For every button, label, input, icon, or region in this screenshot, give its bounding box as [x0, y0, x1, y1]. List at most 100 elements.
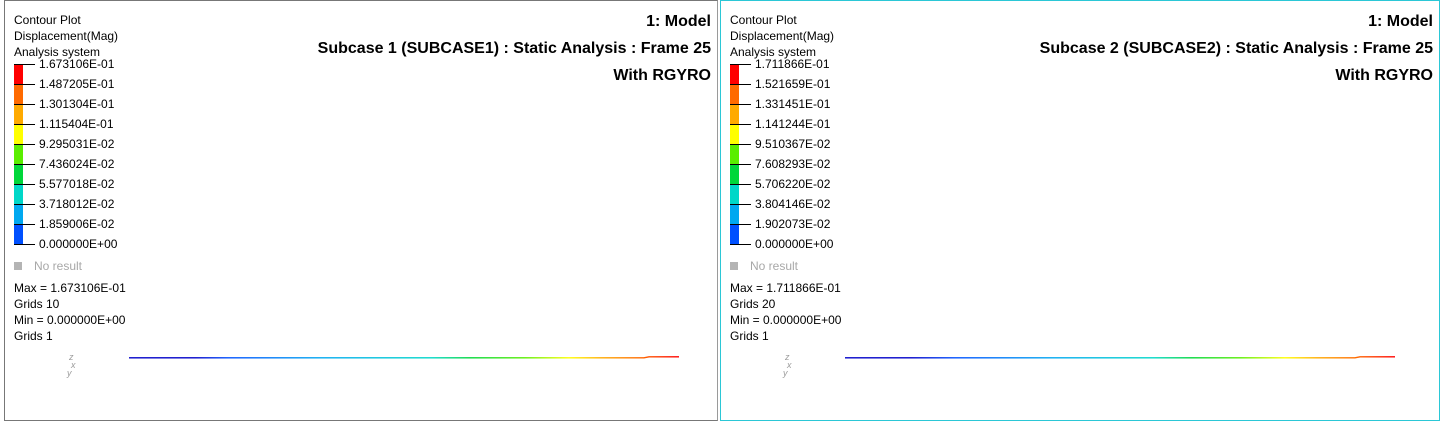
- legend-tick: [14, 124, 35, 125]
- triad-y: y: [67, 368, 72, 378]
- legend-tick: [14, 164, 35, 165]
- legend-tick: [14, 84, 35, 85]
- legend-color-swatch: [730, 165, 739, 184]
- legend-value: 1.141244E-01: [755, 117, 831, 131]
- legend-value: 7.608293E-02: [755, 157, 831, 171]
- min-grids: Grids 1: [730, 329, 769, 343]
- viewport-right[interactable]: Contour Plot Displacement(Mag) Analysis …: [720, 0, 1440, 421]
- model-title: 1: Model: [646, 13, 711, 30]
- triad-x: x: [71, 360, 76, 370]
- legend-color-swatch: [730, 105, 739, 124]
- legend-tick: [730, 64, 751, 65]
- axis-triad-icon: z x y: [67, 352, 76, 378]
- contour-legend[interactable]: 1.673106E-01 1.487205E-01 1.301304E-01 1.11…: [14, 57, 214, 251]
- legend-color-swatch: [730, 65, 739, 84]
- legend-entry: 0.000000E+00: [14, 237, 214, 251]
- legend-tick: [730, 204, 751, 205]
- legend-value: 1.301304E-01: [39, 97, 115, 111]
- result-stats: Max = 1.673106E-01 Grids 10 Min = 0.0000…: [14, 280, 126, 344]
- legend-entry: 5.577018E-02: [14, 177, 214, 204]
- legend-color-swatch: [14, 185, 23, 204]
- legend-entry: 1.711866E-01: [730, 57, 930, 84]
- axis-triad-icon: z x y: [783, 352, 792, 378]
- legend-color-swatch: [14, 85, 23, 104]
- legend-color-swatch: [14, 105, 23, 124]
- min-value: Min = 0.000000E+00: [730, 313, 842, 327]
- legend-color-swatch: [730, 145, 739, 164]
- legend-tick: [14, 224, 35, 225]
- max-value: Max = 1.673106E-01: [14, 281, 126, 295]
- legend-tick: [730, 164, 751, 165]
- legend-tick: [730, 124, 751, 125]
- beam-model[interactable]: [129, 356, 679, 359]
- legend-tick: [730, 104, 751, 105]
- no-result-swatch: [14, 262, 22, 270]
- subcase-title: Subcase 2 (SUBCASE2) : Static Analysis :…: [1039, 40, 1433, 57]
- legend-value: 1.673106E-01: [39, 57, 115, 71]
- no-result-text: No result: [750, 259, 799, 273]
- plot-type-label: Contour Plot: [14, 13, 81, 27]
- plot-type-label: Contour Plot: [730, 13, 797, 27]
- legend-value: 1.902073E-02: [755, 217, 831, 231]
- legend-color-swatch: [14, 145, 23, 164]
- legend-entry: 1.521659E-01: [730, 77, 930, 104]
- legend-color-swatch: [14, 225, 23, 244]
- legend-color-swatch: [14, 65, 23, 84]
- max-grids: Grids 20: [730, 297, 776, 311]
- contour-legend[interactable]: 1.711866E-01 1.521659E-01 1.331451E-01 1.14…: [730, 57, 930, 251]
- legend-value: 1.115404E-01: [39, 117, 114, 131]
- triad-z: z: [785, 352, 790, 362]
- legend-entry: 1.331451E-01: [730, 97, 930, 124]
- legend-entry: 1.115404E-01: [14, 117, 214, 144]
- result-type-label: Displacement(Mag): [730, 29, 835, 43]
- legend-color-swatch: [730, 125, 739, 144]
- max-value: Max = 1.711866E-01: [730, 281, 841, 295]
- legend-color-swatch: [730, 85, 739, 104]
- min-value: Min = 0.000000E+00: [14, 313, 126, 327]
- legend-entry: 7.608293E-02: [730, 157, 930, 184]
- model-title: 1: Model: [1368, 13, 1433, 30]
- viewport-left[interactable]: Contour Plot Displacement(Mag) Analysis …: [4, 0, 718, 421]
- no-result-label: No result: [730, 259, 798, 273]
- result-stats: Max = 1.711866E-01 Grids 20 Min = 0.0000…: [730, 280, 841, 344]
- subtitle: With RGYRO: [1335, 67, 1433, 84]
- legend-entry: 1.673106E-01: [14, 57, 214, 84]
- legend-entry: 3.804146E-02: [730, 197, 930, 224]
- legend-color-swatch: [730, 205, 739, 224]
- legend-entry: 3.718012E-02: [14, 197, 214, 224]
- max-grids: Grids 10: [14, 297, 60, 311]
- min-grids: Grids 1: [14, 329, 53, 343]
- legend-color-swatch: [14, 205, 23, 224]
- plot-info: Contour Plot Displacement(Mag) Analysis …: [14, 12, 118, 60]
- legend-entry: 9.295031E-02: [14, 137, 214, 164]
- legend-tick: [14, 204, 35, 205]
- legend-color-swatch: [730, 185, 739, 204]
- model-title-block: 1: Model Subcase 1 (SUBCASE1) : Static A…: [318, 8, 711, 89]
- plot-info: Contour Plot Displacement(Mag) Analysis …: [730, 12, 834, 60]
- legend-value: 1.711866E-01: [755, 57, 830, 71]
- legend-tick: [14, 144, 35, 145]
- legend-entry: 9.510367E-02: [730, 137, 930, 164]
- legend-tick: [730, 144, 751, 145]
- legend-value: 0.000000E+00: [39, 237, 118, 251]
- legend-entry: 1.487205E-01: [14, 77, 214, 104]
- legend-color-swatch: [730, 225, 739, 244]
- legend-value: 0.000000E+00: [755, 237, 834, 251]
- triad-y: y: [783, 368, 788, 378]
- legend-value: 1.487205E-01: [39, 77, 115, 91]
- legend-value: 3.804146E-02: [755, 197, 831, 211]
- legend-value: 1.331451E-01: [755, 97, 831, 111]
- legend-tick: [730, 184, 751, 185]
- legend-value: 5.706220E-02: [755, 177, 831, 191]
- legend-entry: 1.141244E-01: [730, 117, 930, 144]
- legend-value: 9.510367E-02: [755, 137, 831, 151]
- legend-entry: 1.301304E-01: [14, 97, 214, 124]
- triad-z: z: [69, 352, 74, 362]
- triad-x: x: [787, 360, 792, 370]
- legend-value: 3.718012E-02: [39, 197, 115, 211]
- beam-model[interactable]: [845, 356, 1395, 359]
- legend-tick: [14, 104, 35, 105]
- system-label: Analysis system: [730, 45, 817, 59]
- legend-value: 1.859006E-02: [39, 217, 115, 231]
- legend-value: 1.521659E-01: [755, 77, 831, 91]
